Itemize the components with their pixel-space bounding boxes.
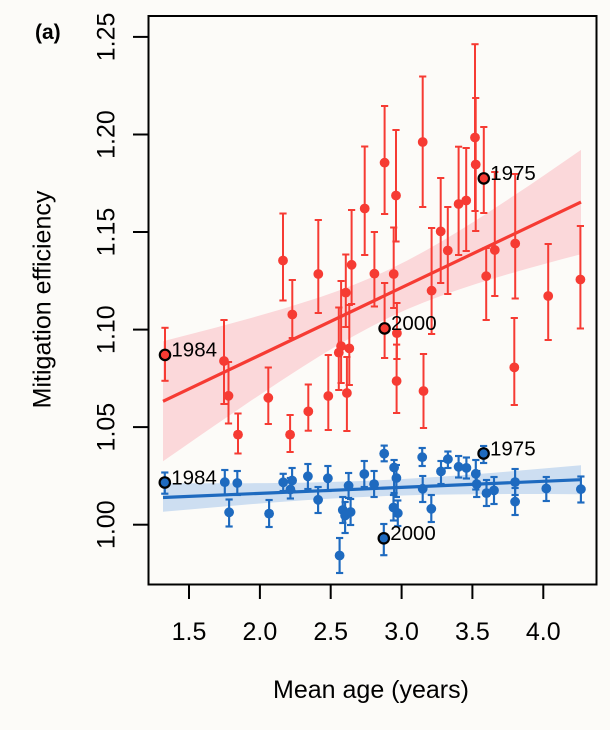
svg-text:1.20: 1.20 <box>92 110 120 159</box>
svg-text:1.00: 1.00 <box>92 500 120 549</box>
svg-text:2.5: 2.5 <box>313 618 348 646</box>
svg-text:1.05: 1.05 <box>92 403 120 452</box>
svg-text:3.0: 3.0 <box>384 618 419 646</box>
svg-text:2000: 2000 <box>391 312 437 335</box>
svg-text:1975: 1975 <box>490 162 536 185</box>
svg-text:4.0: 4.0 <box>526 618 561 646</box>
svg-text:1.15: 1.15 <box>92 208 120 257</box>
svg-text:2000: 2000 <box>390 522 436 545</box>
svg-text:1984: 1984 <box>171 466 217 489</box>
svg-text:1.25: 1.25 <box>92 13 120 62</box>
svg-text:2.0: 2.0 <box>243 618 278 646</box>
svg-text:3.5: 3.5 <box>455 618 490 646</box>
svg-text:1984: 1984 <box>171 339 217 362</box>
svg-text:(a): (a) <box>35 21 61 44</box>
svg-text:Mitigation efficiency: Mitigation efficiency <box>29 190 57 408</box>
svg-text:1.10: 1.10 <box>92 305 120 354</box>
svg-text:1.5: 1.5 <box>172 618 207 646</box>
svg-text:Mean age (years): Mean age (years) <box>273 676 469 704</box>
svg-text:1975: 1975 <box>490 437 536 460</box>
